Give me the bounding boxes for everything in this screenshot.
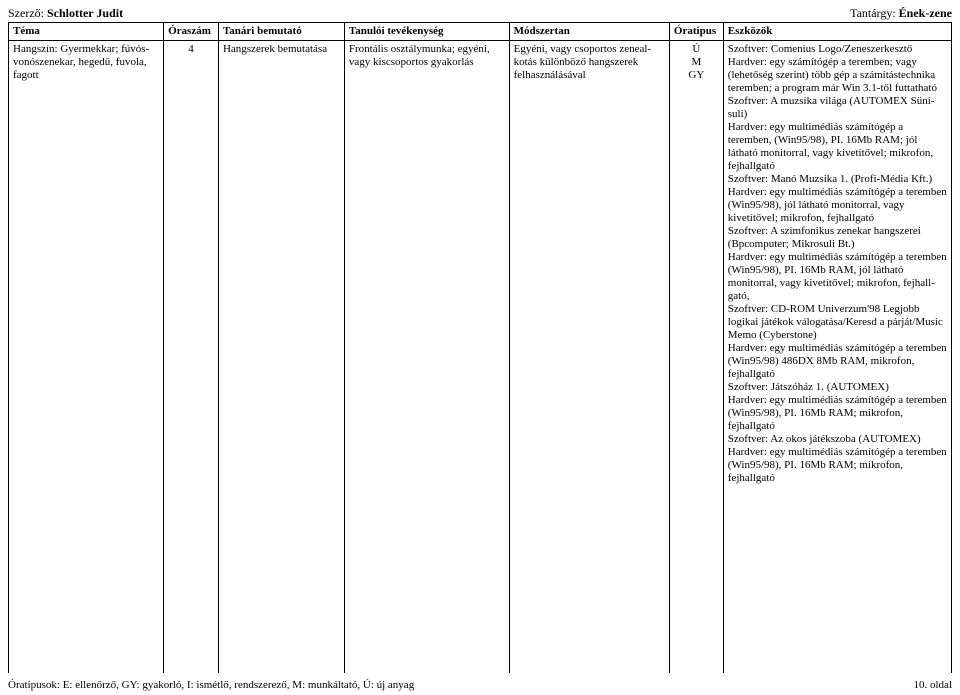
cell-oraszam: 4 — [164, 41, 219, 673]
cell-eszkozok: Szoftver: Comenius Logo/Zeneszerkesztő H… — [723, 41, 951, 673]
curriculum-table: Téma Óraszám Tanári bemutató Tanulói tev… — [8, 22, 952, 673]
col-tanari: Tanári bemutató — [218, 23, 344, 41]
top-line: Szerző: Schlotter Judit Tantárgy: Ének-z… — [8, 6, 952, 20]
oratipus-line2: M — [674, 56, 719, 69]
page: Szerző: Schlotter Judit Tantárgy: Ének-z… — [0, 0, 960, 695]
subject-name: Ének-zene — [899, 6, 952, 20]
cell-tema: Hangszín: Gyermekkar; fúvós- vonószeneka… — [9, 41, 164, 673]
footer: Óratípusok: E: ellenőrző, GY: gyakorló, … — [8, 679, 952, 691]
table-row: Hangszín: Gyermekkar; fúvós- vonószeneka… — [9, 41, 952, 673]
author-block: Szerző: Schlotter Judit — [8, 6, 123, 20]
author-name: Schlotter Judit — [47, 6, 123, 20]
col-modszertan: Módszertan — [509, 23, 669, 41]
col-tema: Téma — [9, 23, 164, 41]
header-row: Téma Óraszám Tanári bemutató Tanulói tev… — [9, 23, 952, 41]
cell-tanuloi: Frontális osztálymunka; egyéni, vagy kis… — [344, 41, 509, 673]
subject-label: Tantárgy: — [850, 6, 899, 20]
col-eszkozok: Eszközök — [723, 23, 951, 41]
col-tanuloi: Tanulói tevékenység — [344, 23, 509, 41]
author-label: Szerző: — [8, 6, 47, 20]
oratipus-line3: GY — [674, 69, 719, 82]
col-oraszam: Óraszám — [164, 23, 219, 41]
footer-left: Óratípusok: E: ellenőrző, GY: gyakorló, … — [8, 679, 414, 691]
subject-block: Tantárgy: Ének-zene — [850, 6, 952, 20]
oratipus-line1: Ú — [674, 43, 719, 56]
cell-modszertan: Egyéni, vagy csoportos zeneal­kotás külö… — [509, 41, 669, 673]
cell-oratipus: Ú M GY — [669, 41, 723, 673]
cell-tanari: Hangszerek bemutatása — [218, 41, 344, 673]
footer-right: 10. oldal — [914, 679, 953, 691]
col-oratipus: Óratípus — [669, 23, 723, 41]
